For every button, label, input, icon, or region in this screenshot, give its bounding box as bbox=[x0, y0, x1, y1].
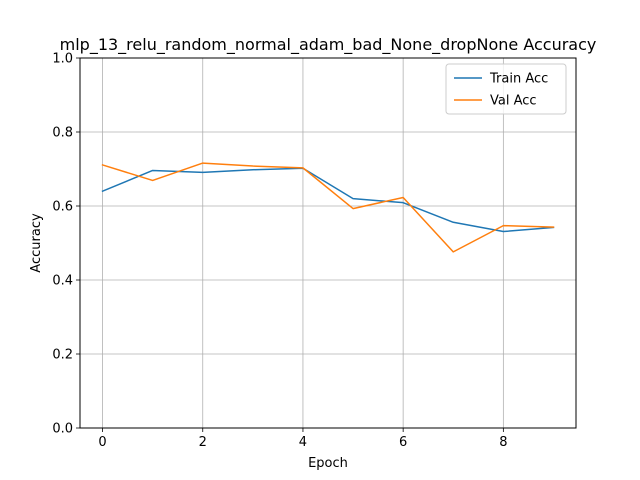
x-tick-label: 0 bbox=[98, 435, 106, 450]
y-axis-label: Accuracy bbox=[29, 213, 44, 273]
x-tick-label: 8 bbox=[499, 435, 507, 450]
y-tick-label: 0.2 bbox=[52, 348, 73, 363]
axis-ticks: 0 2 4 6 8 0.0 0.2 0.4 0.6 0.8 1.0 bbox=[52, 52, 507, 451]
legend-label: Val Acc bbox=[490, 94, 537, 109]
legend: Train Acc Val Acc bbox=[445, 63, 567, 115]
x-tick-label: 6 bbox=[399, 435, 407, 450]
series-layer bbox=[101, 162, 555, 253]
x-tick-label: 2 bbox=[199, 435, 207, 450]
y-tick-label: 0.8 bbox=[52, 126, 73, 141]
x-tick-label: 4 bbox=[299, 435, 307, 450]
plot-frame bbox=[79, 57, 577, 429]
y-tick-label: 1.0 bbox=[52, 52, 73, 67]
x-axis-label: Epoch bbox=[308, 456, 348, 471]
y-tick-label: 0.6 bbox=[52, 200, 73, 215]
series-line-train-acc bbox=[101, 167, 555, 233]
legend-label: Train Acc bbox=[489, 72, 548, 87]
legend-box bbox=[445, 63, 567, 115]
y-tick-label: 0.4 bbox=[52, 274, 73, 289]
series-line-val-acc bbox=[101, 162, 555, 253]
chart-title: mlp_13_relu_random_normal_adam_bad_None_… bbox=[60, 35, 597, 55]
y-tick-label: 0.0 bbox=[52, 422, 73, 437]
